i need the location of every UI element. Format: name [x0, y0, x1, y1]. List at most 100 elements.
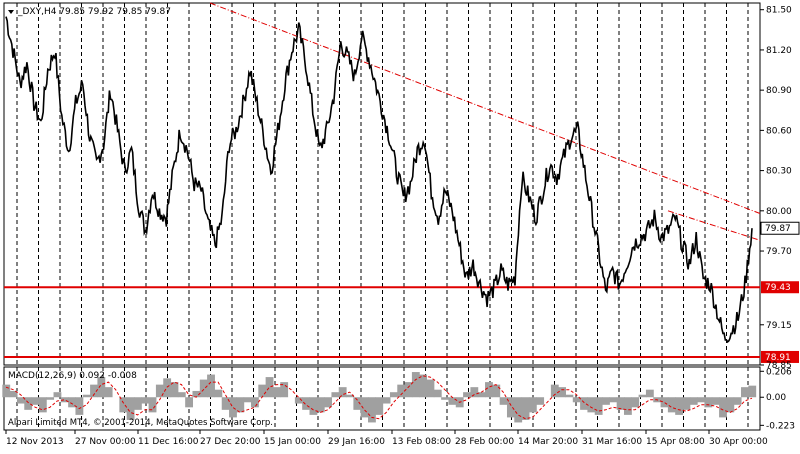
current-price-label: 79.87 [765, 224, 791, 234]
macd-histogram-bar [192, 390, 201, 398]
macd-histogram-bar [558, 387, 567, 398]
macd-histogram-bar [214, 389, 223, 398]
price-series-layer: 79.87 [5, 16, 800, 344]
macd-histogram-bar [441, 397, 449, 400]
y-tick-label: 80.60 [766, 126, 792, 136]
macd-histogram-bar [163, 378, 172, 398]
macd-histogram-bar [46, 397, 55, 400]
macd-histogram-bar [104, 387, 113, 398]
support-lines: 79.43 78.91 [4, 281, 799, 363]
macd-histogram-bar [697, 397, 705, 403]
macd-histogram-bar [126, 397, 135, 420]
macd-histogram-bar [53, 392, 62, 398]
macd-axis: 0.206 0.00 -0.223 [760, 367, 795, 431]
support-price-label: 78.91 [765, 353, 791, 363]
macd-histogram-bar [404, 382, 413, 398]
macd-histogram-bar [448, 397, 457, 405]
support-price-tag [761, 350, 799, 363]
macd-histogram-bar [185, 397, 194, 408]
macd-histogram-bar [60, 397, 69, 403]
macd-histogram-bar [272, 387, 281, 398]
trend-lines [209, 2, 761, 241]
macd-histogram-bar [24, 397, 33, 410]
macd-histogram-bar [528, 397, 537, 413]
macd-histogram-bar [9, 390, 18, 398]
macd-histogram-bar [97, 377, 106, 398]
x-tick-label: 15 Jan 00:00 [264, 437, 321, 447]
macd-histogram-bar [711, 397, 720, 405]
short-trend-line[interactable] [667, 210, 761, 241]
macd-signal-line [5, 375, 753, 420]
macd-histogram-bar [229, 397, 237, 418]
macd-histogram-bar [382, 397, 391, 404]
macd-histogram-bar [587, 397, 596, 413]
macd-histogram-bar [499, 397, 508, 405]
macd-histogram-bar [31, 397, 40, 405]
x-tick-label: 15 Apr 08:00 [646, 437, 705, 447]
main-plot-frame [3, 2, 761, 366]
macd-histogram-bar [572, 397, 581, 403]
x-tick-label: 30 Apr 00:00 [709, 437, 768, 447]
resistance-trend-line[interactable] [209, 2, 761, 214]
macd-histogram-bar [75, 397, 84, 415]
macd-histogram-bar [397, 384, 406, 398]
copyright-text: Alpari Limited MT4, © 2001-2014, MetaQuo… [8, 418, 273, 428]
y-tick-label: 79.70 [766, 247, 792, 257]
macd-histogram-bar [492, 384, 501, 398]
y-tick-label: 80.90 [766, 86, 792, 96]
macd-histogram-bar [623, 397, 632, 415]
macd-histogram-bar [258, 384, 267, 398]
macd-histogram-bar [419, 374, 428, 398]
macd-histogram-bar [368, 397, 376, 423]
macd-histogram-bar [719, 397, 727, 418]
macd-histogram-bar [141, 397, 150, 404]
macd-histogram-bar [638, 394, 647, 398]
macd-histogram-bar [616, 397, 625, 410]
macd-histogram-bar [2, 384, 11, 398]
macd-histogram-bar [704, 397, 713, 408]
macd-layer [2, 372, 757, 423]
macd-histogram-bar [645, 389, 654, 398]
macd-histogram-bar [631, 397, 640, 408]
support-price-tag [761, 281, 799, 294]
macd-histogram-bar [221, 397, 230, 410]
macd-histogram-bar [294, 397, 303, 404]
y-tick-label: 78.85 [766, 361, 792, 371]
macd-histogram-bar [68, 397, 76, 408]
symbol-info: _DXY,H4 79.85 79.92 79.85 79.87 [17, 7, 171, 17]
x-tick-label: 13 Feb 08:00 [392, 437, 451, 447]
macd-histogram-bar [38, 397, 47, 413]
macd-histogram-bar [250, 397, 259, 408]
y-tick-label: 80.00 [766, 207, 792, 217]
macd-histogram-bar [463, 392, 471, 398]
macd-histogram-bar [177, 392, 186, 398]
macd-histogram-bar [411, 372, 420, 398]
macd-histogram-bar [426, 379, 435, 398]
macd-histogram-bar [82, 394, 91, 398]
macd-histogram-bar [302, 397, 311, 410]
macd-histogram-bar [338, 387, 347, 398]
macd-histogram-bar [199, 379, 208, 398]
y-tick-label: 81.20 [766, 46, 792, 56]
macd-histogram-bar [667, 397, 676, 413]
macd-histogram-bar [733, 397, 742, 405]
macd-histogram-bar [506, 397, 515, 418]
macd-histogram-bar [280, 382, 289, 398]
support-price-label: 79.43 [765, 283, 791, 293]
symbol-header: _DXY,H4 79.85 79.92 79.85 79.87 [8, 7, 171, 17]
macd-histogram-bar [470, 387, 479, 398]
macd-histogram-bar [207, 374, 215, 398]
macd-histogram-bar [236, 397, 245, 413]
macd-histogram-bar [155, 384, 164, 398]
macd-histogram-bar [602, 397, 610, 405]
macd-histogram-bar [485, 382, 493, 398]
macd-histogram-bar [609, 397, 618, 403]
macd-histogram-bar [741, 387, 749, 398]
macd-histogram-bar [477, 392, 486, 398]
y-tick-label: 79.15 [766, 321, 792, 331]
macd-histogram-bar [689, 397, 698, 405]
macd-histogram-bar [309, 397, 318, 415]
macd-histogram-bar [594, 397, 603, 415]
dropdown-triangle-icon[interactable] [8, 10, 14, 14]
